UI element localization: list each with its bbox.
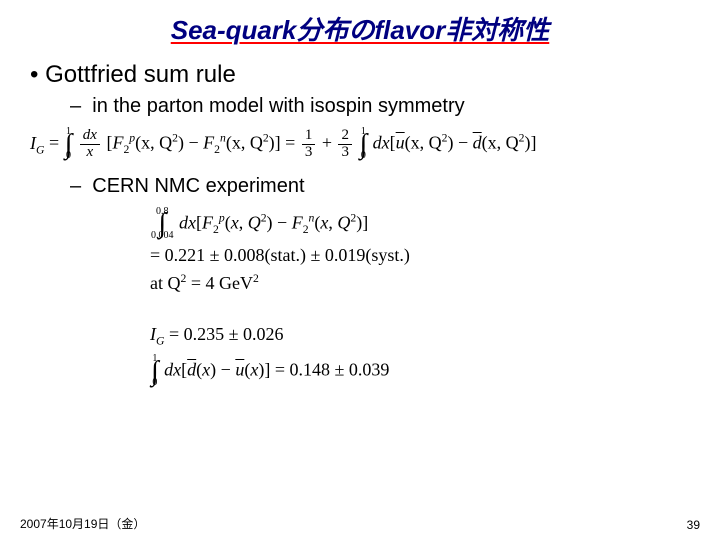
r1n: 1 [302,128,316,145]
integral-du: 1 ∫ 0 [151,355,159,388]
integral-2: 1 ∫ 0 [359,128,367,161]
arg3a: (x, Q [405,133,442,153]
arg2b: ) [269,133,275,153]
du-lo: 0 [152,379,157,388]
bullet-sub-1: – in the parton model with isospin symme… [70,95,720,118]
integral-1: 1 ∫ 0 [65,128,73,161]
bullet-main-text: Gottfried sum rule [45,61,236,88]
equation-dbar-ubar: 1 ∫ 0 dx[d(x) − u(x)] = 0.148 ± 0.039 [150,355,720,388]
arg2a: (x, Q [226,133,263,153]
igr-val: = 0.235 ± 0.026 [164,324,283,344]
integral-nmc: 0.8 ∫ 0.004 [151,208,174,241]
arg1b: ) [178,133,184,153]
footer-page-number: 39 [687,518,700,532]
r2n: 2 [338,128,352,145]
int2-lower: 0 [361,152,366,161]
nmc-value: = 0.221 ± 0.008(stat.) ± 0.019(syst.) [150,245,410,265]
f2p-sub: 2 [123,143,129,156]
frac-dx-x: dx x [80,128,100,161]
bullet-main: • Gottfried sum rule [30,61,720,89]
equation-gottfried: IG = 1 ∫ 0 dx x [F2p(x, Q2) − F2n(x, Q2)… [30,128,720,161]
bullet-sub-2: – CERN NMC experiment [70,175,720,198]
slide-title: Sea-quark分布のflavor非対称性 [0,0,720,47]
bullet-sub-1-text: in the parton model with isospin symmetr… [92,95,464,117]
nmc-q2sup: 2 [253,272,259,285]
nmc-at: at Q [150,273,181,293]
arg3b: ) [448,133,454,153]
frac-num: dx [83,127,97,143]
r2d: 3 [338,145,352,161]
arg4a: (x, Q [482,133,519,153]
f2n: F [203,133,214,153]
arg1a: (x, Q [135,133,172,153]
footer-date: 2007年10月19日（金） [20,515,145,532]
dbar: d [473,133,482,153]
equation-nmc: 0.8 ∫ 0.004 dx[F2p(x, Q2) − F2n(x, Q2)] … [150,208,720,298]
frac-2-3: 2 3 [338,128,352,161]
du-val: = 0.148 ± 0.039 [270,360,389,380]
arg4b: ) [525,133,531,153]
r1d: 3 [302,145,316,161]
frac-1-3: 1 3 [302,128,316,161]
f2n-sub: 2 [214,143,220,156]
f2p: F [112,133,123,153]
equation-ig-result: IG = 0.235 ± 0.026 [150,324,720,345]
nmc-q2: = 4 GeV [186,273,253,293]
eq-ig-sub: G [36,143,44,156]
nmc-lo: 0.004 [151,232,174,241]
ubar: u [396,133,405,153]
frac-den: x [87,144,94,160]
bullet-sub-2-text: CERN NMC experiment [92,175,304,197]
int1-lower: 0 [66,152,71,161]
